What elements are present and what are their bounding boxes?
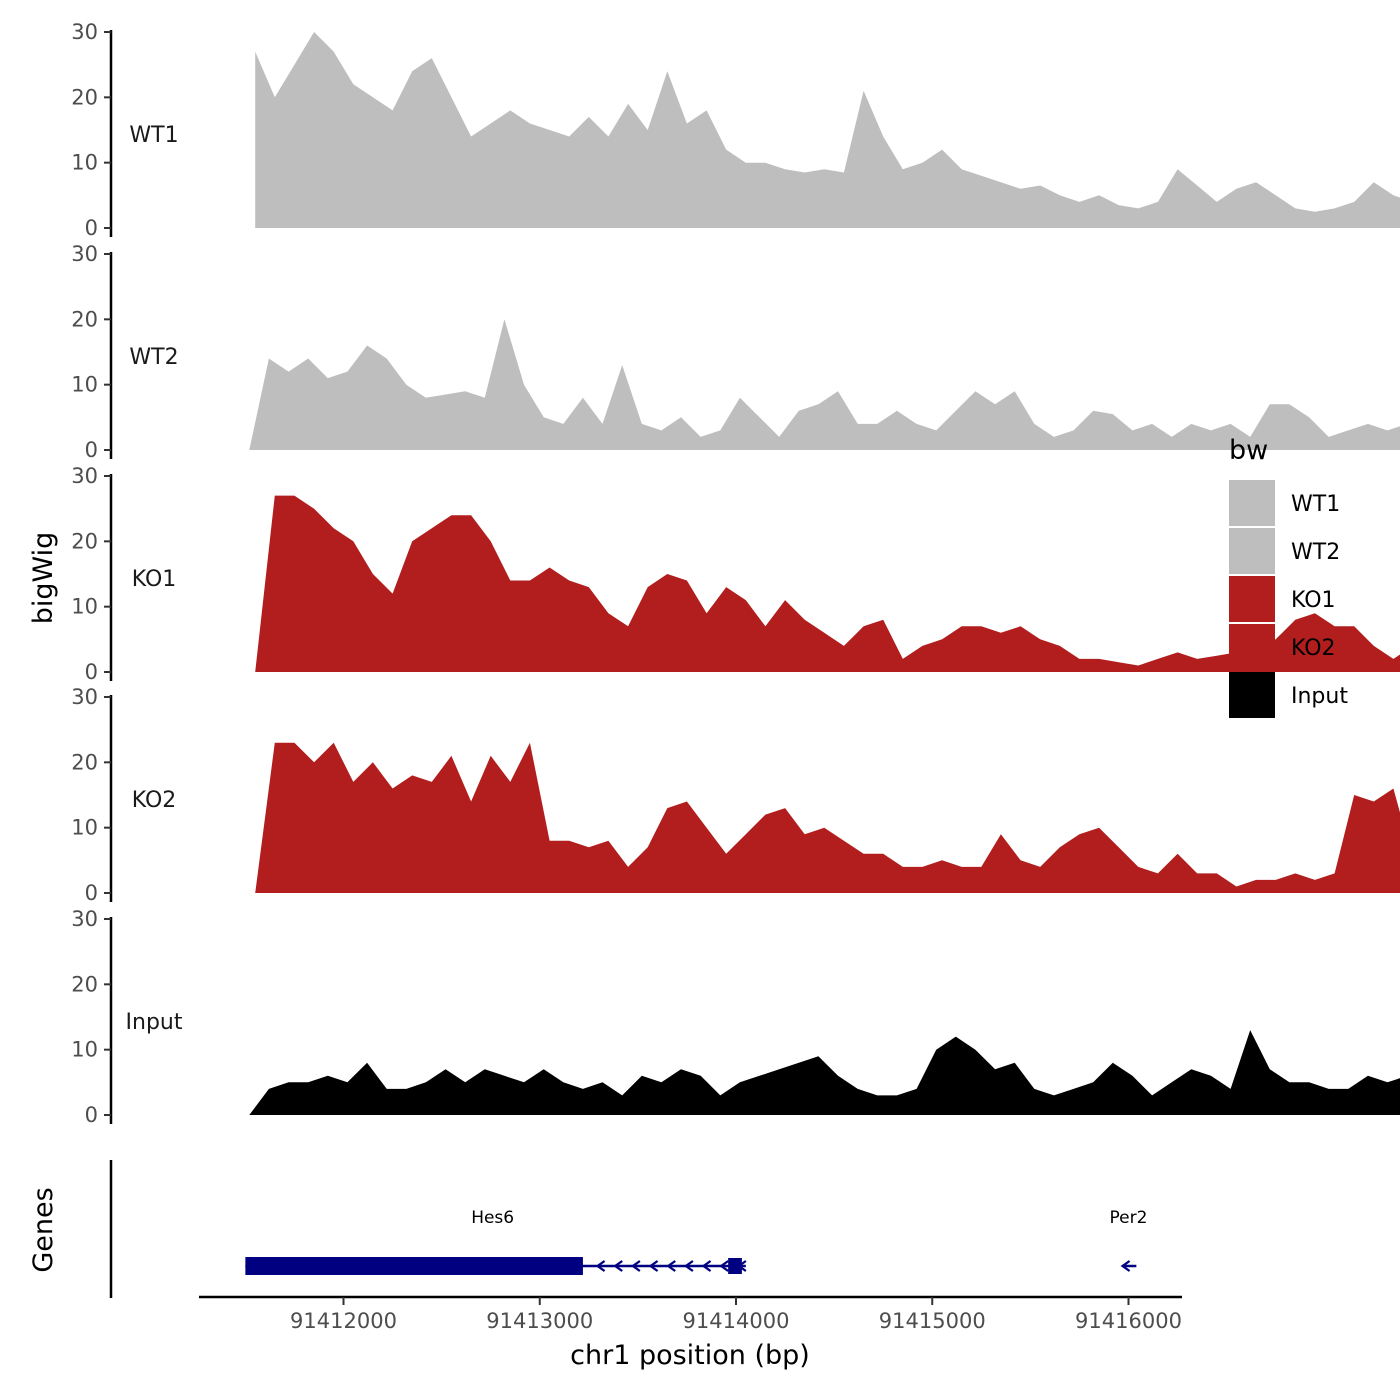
- strand-arrow-hes6: [666, 1260, 676, 1272]
- gene-label-per2: Per2: [1110, 1208, 1148, 1228]
- gene-exon-small-hes6: [728, 1258, 742, 1274]
- y-tick-label-input-30: 30: [71, 907, 98, 931]
- legend-label-ko2: KO2: [1291, 636, 1336, 661]
- legend-label-ko1: KO1: [1291, 588, 1336, 613]
- x-tick-label-91414000: 91414000: [683, 1309, 790, 1333]
- y-tick-label-wt2-10: 10: [71, 373, 98, 397]
- tracks-layer: 0 10 20 30 WT1 0 10 20 30 WT2 0 10 20 30 KO1 0 10 20 30 KO2…: [71, 20, 1400, 1127]
- x-tick-label-91412000: 91412000: [290, 1309, 397, 1333]
- track-ko2: 0 10 20 30 KO2: [71, 685, 1400, 905]
- y-tick-label-wt1-10: 10: [71, 151, 98, 175]
- y-axis-title: bigWig: [28, 532, 59, 625]
- y-tick-label-wt2-30: 30: [71, 242, 98, 266]
- track-label-wt1: WT1: [129, 123, 178, 148]
- area-ko2: [255, 742, 1400, 893]
- strand-arrow-per2: [1120, 1260, 1131, 1272]
- y-tick-label-ko1-30: 30: [71, 464, 98, 488]
- legend-key-ko2: [1229, 624, 1275, 670]
- track-wt1: 0 10 20 30 WT1: [71, 20, 1400, 240]
- legend-label-wt1: WT1: [1291, 492, 1340, 517]
- gene-hes6: Hes6: [245, 1208, 747, 1275]
- genes-axis-title: Genes: [28, 1187, 59, 1272]
- legend-title: bw: [1229, 435, 1268, 466]
- area-wt2: [249, 319, 1400, 450]
- y-tick-label-wt2-20: 20: [71, 307, 98, 331]
- y-tick-label-input-0: 0: [85, 1103, 98, 1127]
- y-tick-label-input-20: 20: [71, 972, 98, 996]
- track-label-ko2: KO2: [132, 788, 177, 813]
- legend-label-input: Input: [1291, 684, 1348, 709]
- strand-arrow-hes6: [736, 1260, 747, 1272]
- track-ko1: 0 10 20 30 KO1: [71, 464, 1400, 684]
- track-label-ko1: KO1: [132, 567, 177, 592]
- y-tick-label-ko2-10: 10: [71, 816, 98, 840]
- track-wt2: 0 10 20 30 WT2: [71, 242, 1400, 462]
- track-label-wt2: WT2: [129, 345, 178, 370]
- legend: bw WT1 WT2 KO1 KO2 Input: [1229, 435, 1348, 718]
- area-wt1: [255, 32, 1400, 228]
- x-axis-title: chr1 position (bp): [570, 1340, 810, 1371]
- y-tick-label-ko2-30: 30: [71, 685, 98, 709]
- x-tick-label-91415000: 91415000: [879, 1309, 986, 1333]
- y-tick-label-ko1-10: 10: [71, 595, 98, 619]
- area-ko1: [255, 495, 1400, 672]
- strand-arrow-hes6: [683, 1260, 694, 1272]
- y-tick-label-wt1-0: 0: [85, 216, 98, 240]
- genes-track: Hes6 Per2: [109, 1160, 1148, 1298]
- legend-key-ko1: [1229, 576, 1275, 622]
- strand-arrow-hes6: [595, 1260, 606, 1272]
- strand-arrow-hes6: [648, 1260, 659, 1272]
- legend-key-wt1: [1229, 480, 1275, 526]
- y-tick-label-ko1-0: 0: [85, 660, 98, 684]
- track-input: 0 10 20 30 Input: [71, 907, 1400, 1127]
- y-tick-label-wt2-0: 0: [85, 438, 98, 462]
- area-input: [249, 1030, 1400, 1115]
- gene-exon-hes6: [245, 1257, 583, 1275]
- legend-key-input: [1229, 672, 1275, 718]
- x-tick-label-91416000: 91416000: [1075, 1309, 1182, 1333]
- gene-label-hes6: Hes6: [471, 1208, 514, 1228]
- y-tick-label-ko1-20: 20: [71, 529, 98, 553]
- y-tick-label-ko2-20: 20: [71, 750, 98, 774]
- y-tick-label-wt1-20: 20: [71, 85, 98, 109]
- strand-arrow-hes6: [630, 1260, 641, 1272]
- x-axis: 91412000 91413000 91414000 91415000 91416000: [199, 1295, 1182, 1333]
- strand-arrow-hes6: [701, 1260, 712, 1272]
- legend-key-wt2: [1229, 528, 1275, 574]
- y-tick-label-wt1-30: 30: [71, 20, 98, 44]
- x-tick-label-91413000: 91413000: [486, 1309, 593, 1333]
- track-label-input: Input: [126, 1010, 183, 1035]
- y-tick-label-input-10: 10: [71, 1038, 98, 1062]
- y-tick-label-ko2-0: 0: [85, 881, 98, 905]
- strand-arrow-hes6: [613, 1260, 623, 1272]
- gene-per2: Per2: [1110, 1208, 1148, 1272]
- strand-arrow-hes6: [719, 1260, 729, 1272]
- legend-label-wt2: WT2: [1291, 540, 1340, 565]
